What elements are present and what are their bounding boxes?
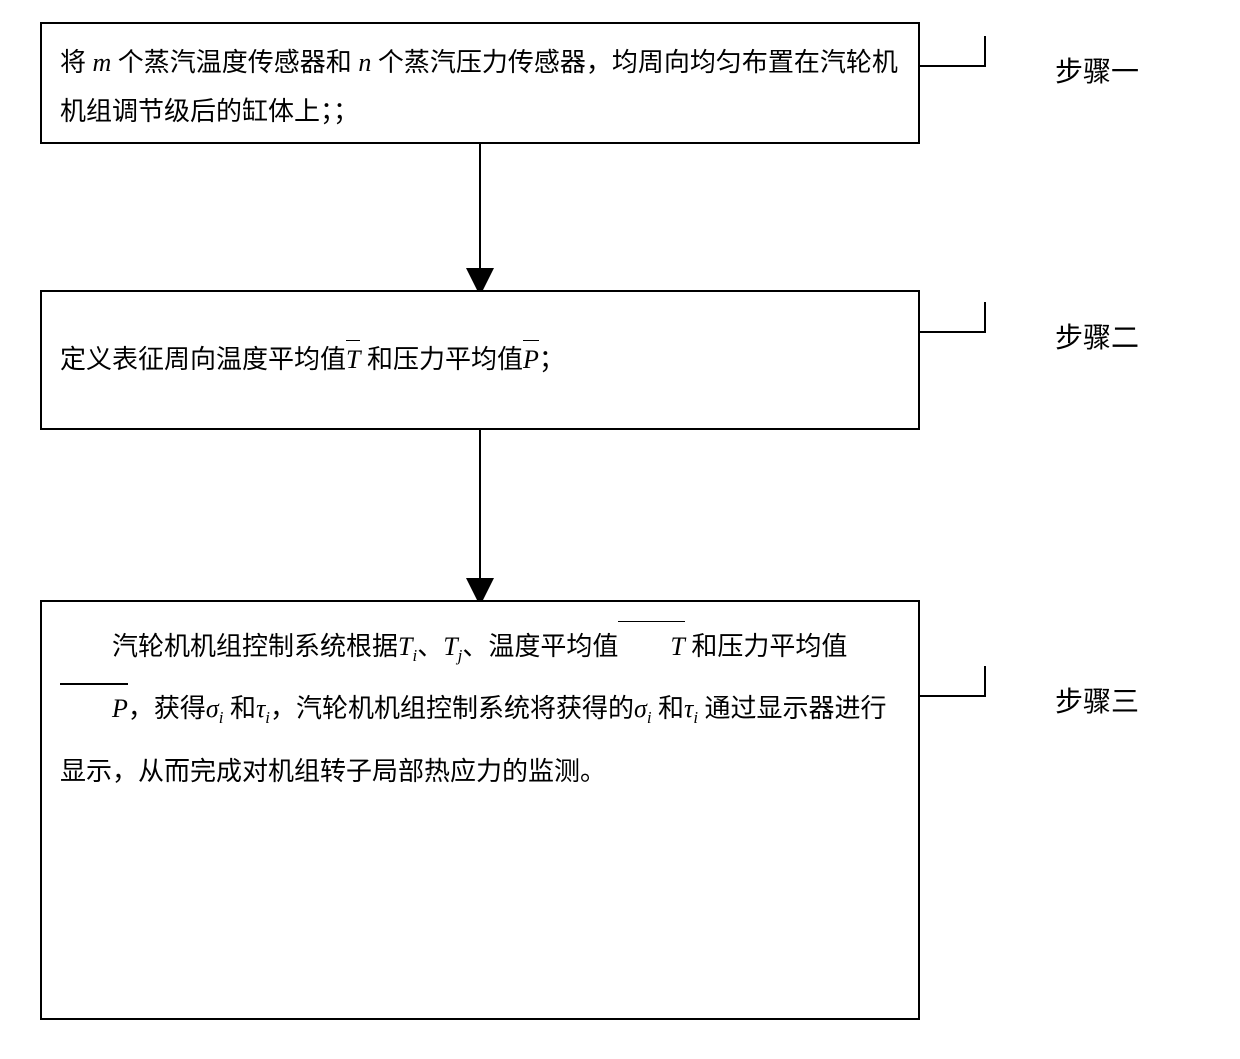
flowchart-canvas: 将 m 个蒸汽温度传感器和 n 个蒸汽压力传感器，均周向均匀布置在汽轮机机组调节… [0, 0, 1240, 1059]
step3-callout [0, 0, 1240, 1059]
step3-label: 步骤三 [1055, 680, 1139, 720]
step3-callout-line [920, 666, 985, 696]
